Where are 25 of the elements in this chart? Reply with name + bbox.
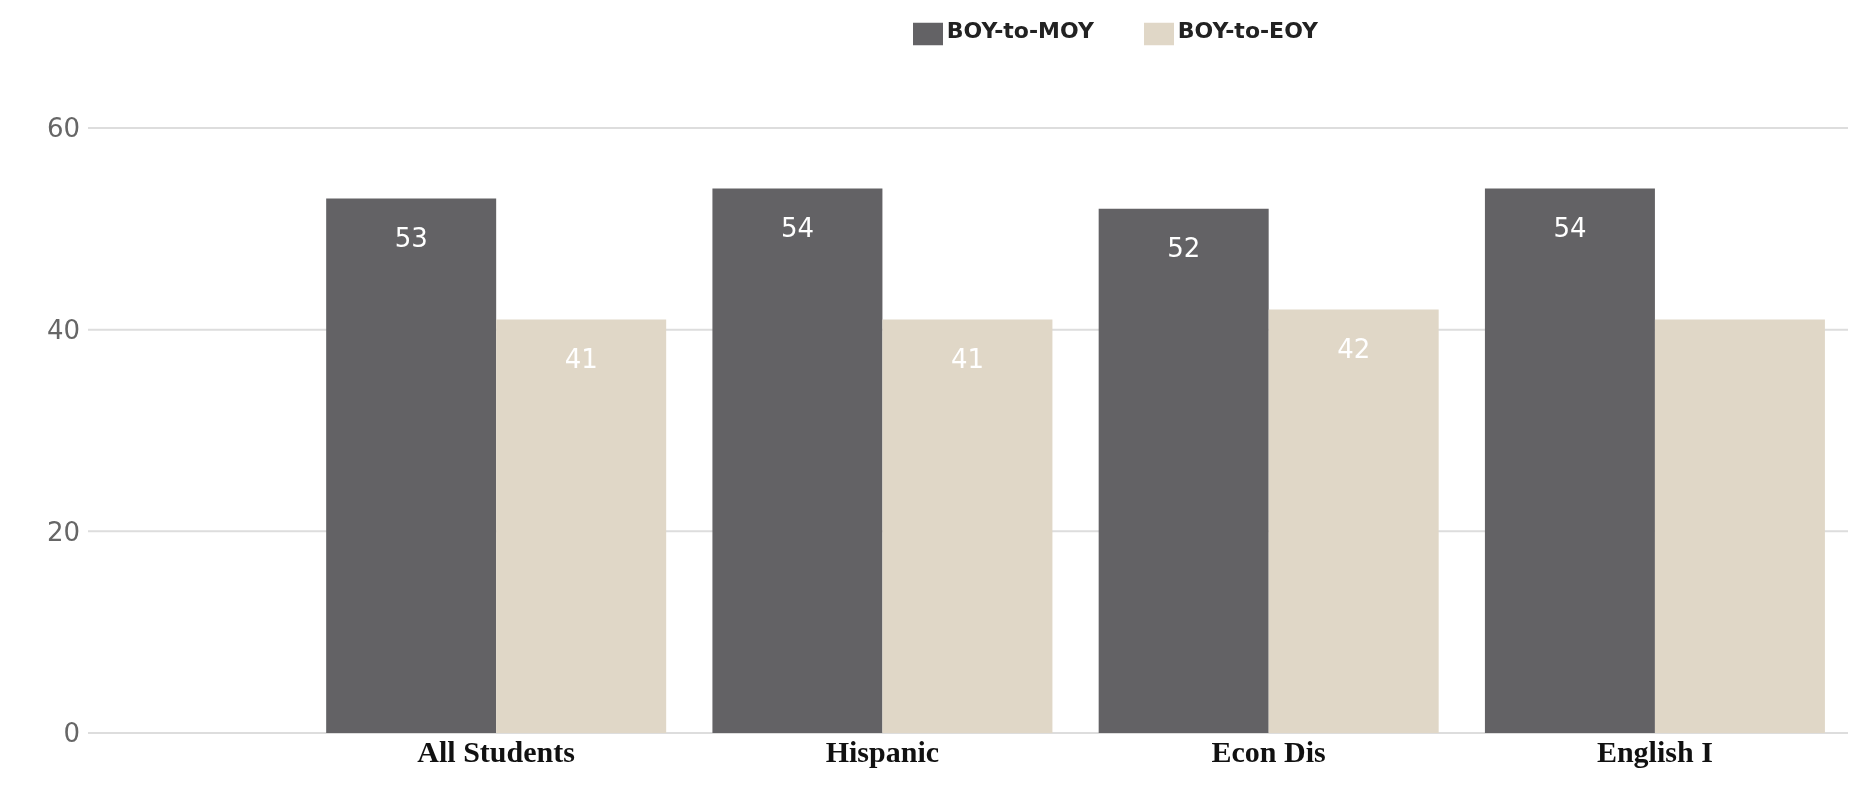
data-label: 54 (780, 212, 814, 243)
legend-label: BOY-to-EOY (1177, 18, 1318, 43)
x-tick-label: Econ Dis (1211, 735, 1326, 769)
data-label: 54 (1553, 212, 1587, 243)
bar (1484, 188, 1655, 733)
bar (1654, 319, 1825, 733)
bar (496, 319, 667, 733)
data-label: 41 (564, 343, 598, 374)
legend-label: BOY-to-MOY (946, 18, 1094, 43)
data-label: 52 (1167, 232, 1201, 263)
y-tick-label: 60 (46, 113, 80, 144)
data-label: 53 (394, 222, 428, 253)
bar (1268, 309, 1439, 733)
y-tick-label: 20 (46, 516, 80, 547)
bar (326, 198, 497, 733)
data-label: 41 (950, 343, 984, 374)
x-tick-label: Hispanic (825, 735, 940, 769)
x-tick-label: English I (1596, 735, 1713, 769)
y-tick-label: 40 (46, 314, 80, 345)
x-tick-label: All Students (417, 735, 575, 769)
bar (712, 188, 883, 733)
data-label: 42 (1337, 333, 1371, 364)
y-tick-label: 0 (63, 718, 80, 749)
bar (1098, 208, 1269, 733)
bar (882, 319, 1053, 733)
